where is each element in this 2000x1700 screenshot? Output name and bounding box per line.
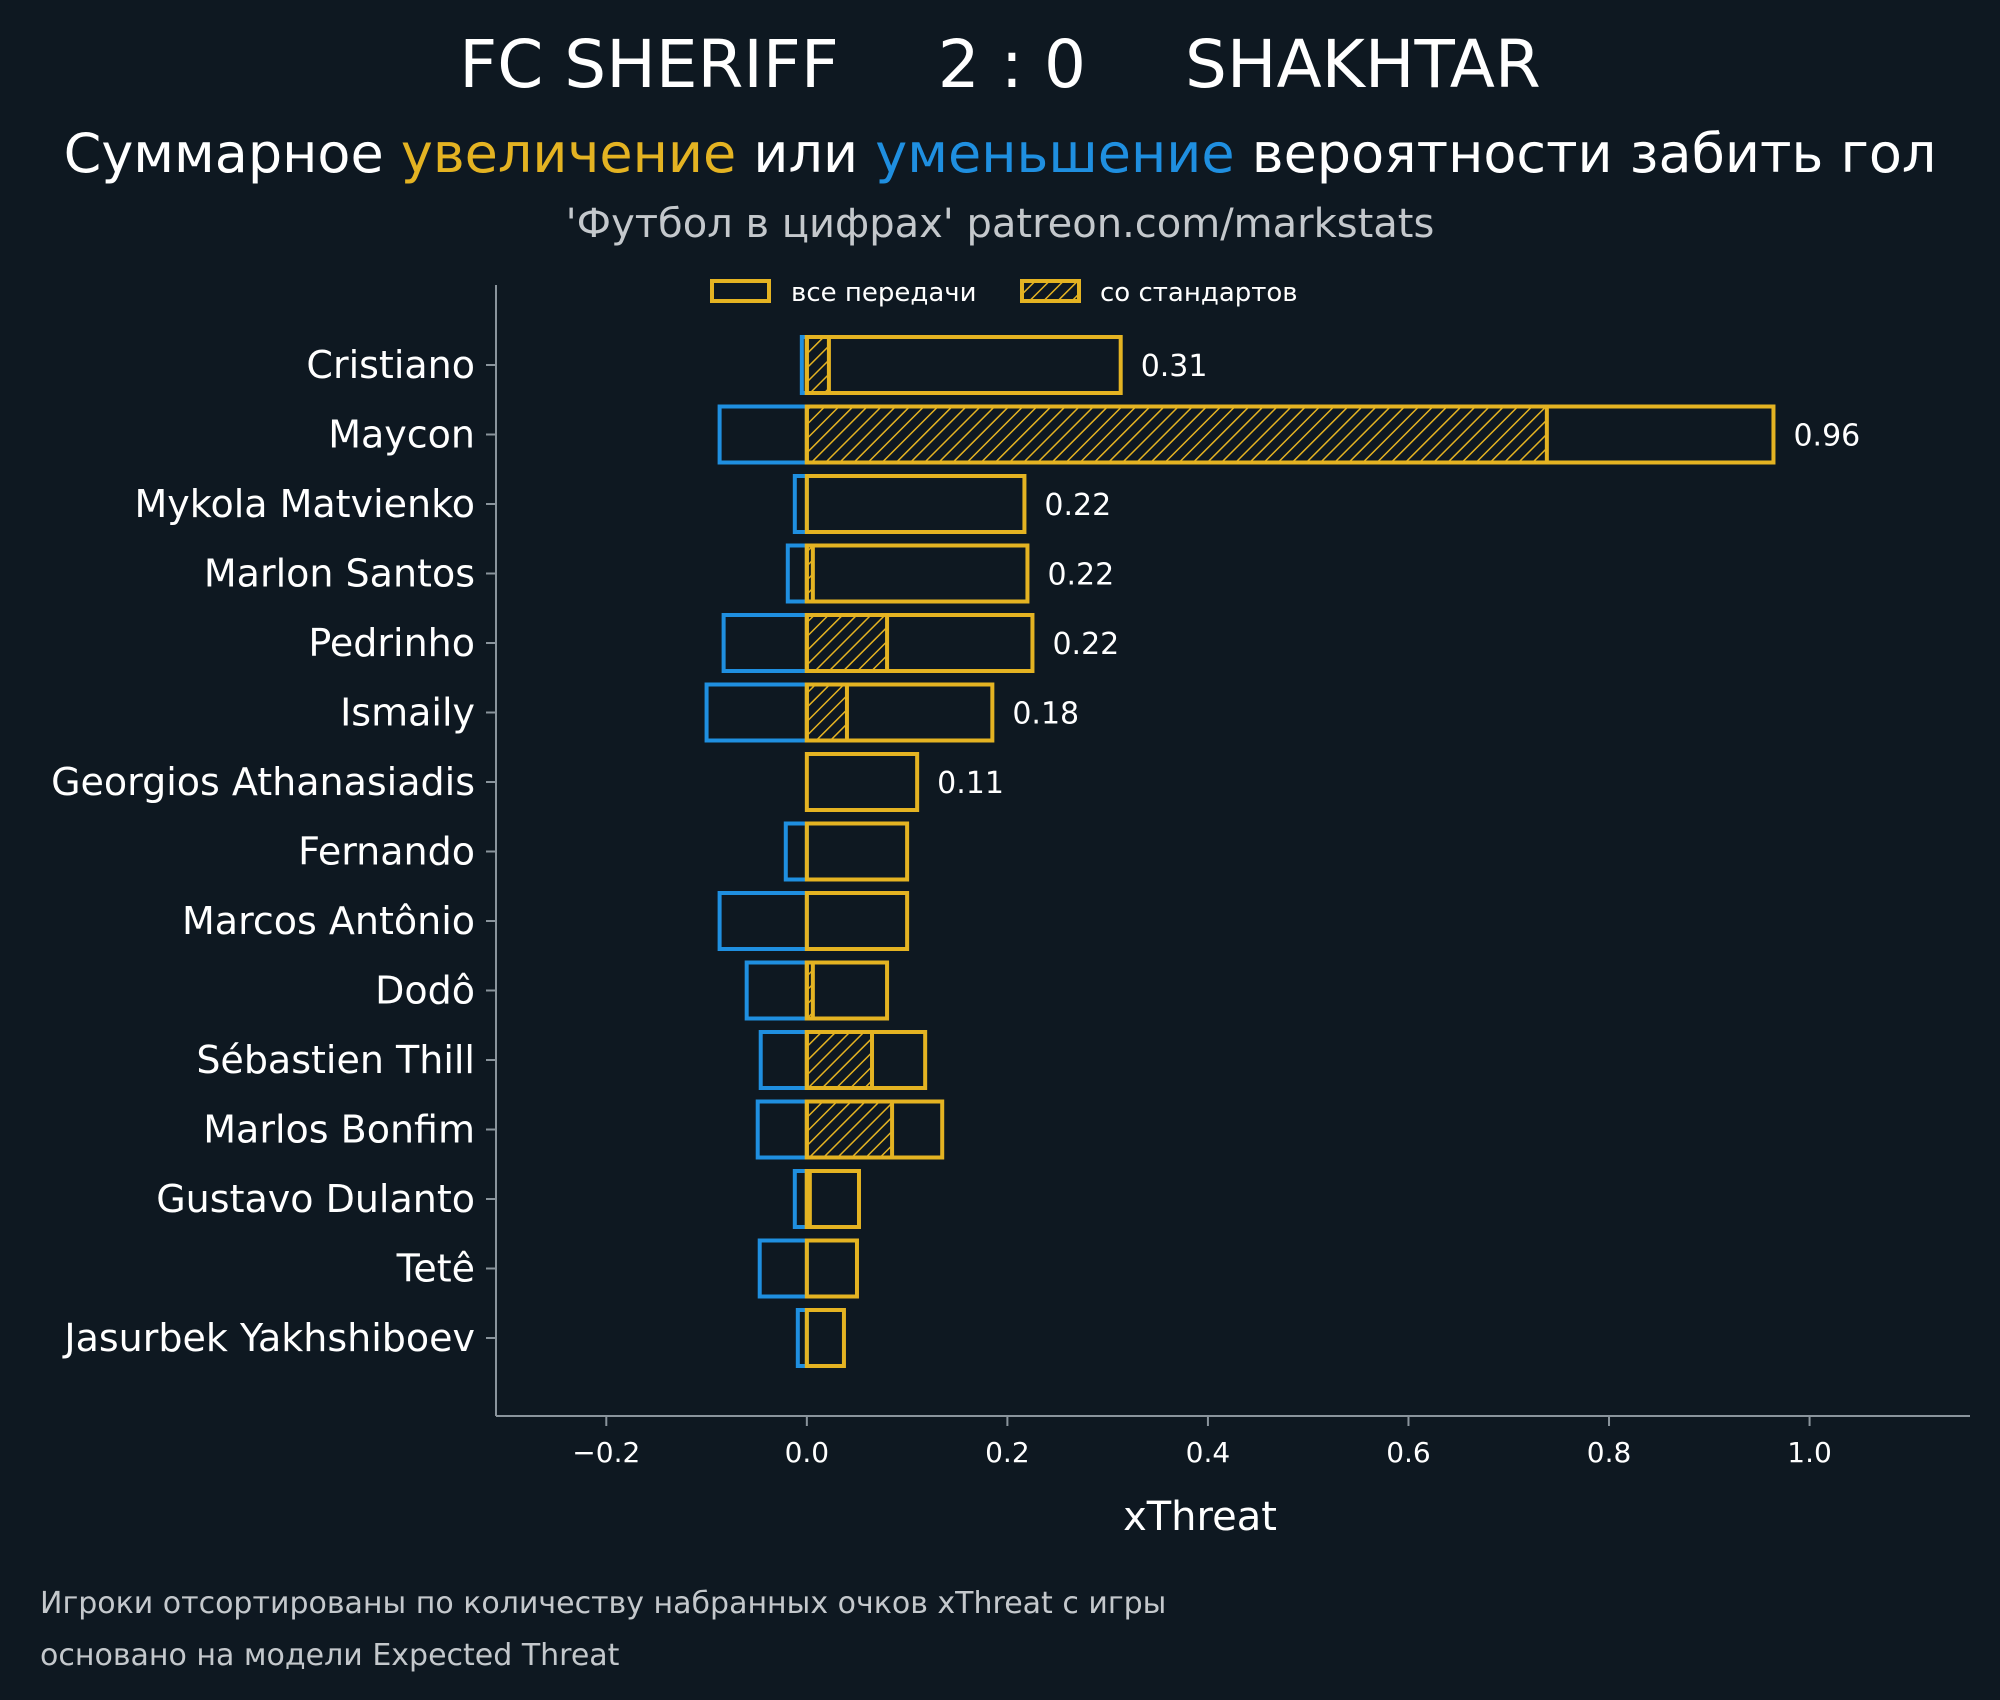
- match-title: FC SHERIFF 2 : 0 SHAKHTAR: [459, 26, 1540, 103]
- legend-label-all-passes: все передачи: [791, 278, 977, 308]
- player-label: Dodô: [375, 969, 475, 1013]
- credit-line: 'Футбол в цифрах' patreon.com/markstats: [566, 201, 1435, 247]
- bar-set-pieces: [804, 335, 831, 395]
- player-label: Marcos Antônio: [182, 899, 475, 943]
- value-label: 0.22: [1044, 488, 1111, 523]
- bar-decrease: [783, 821, 809, 882]
- x-tick-label: 1.0: [1787, 1436, 1832, 1469]
- player-label: Pedrinho: [308, 621, 475, 665]
- x-tick-label: 0.8: [1587, 1436, 1632, 1469]
- bar-increase: [804, 1169, 861, 1229]
- bar-set-pieces: [804, 613, 890, 673]
- bar-decrease: [717, 404, 809, 465]
- home-team: FC SHERIFF: [459, 26, 839, 103]
- bar-decrease: [757, 1238, 809, 1299]
- player-label: Gustavo Dulanto: [156, 1177, 475, 1221]
- player-label: Jasurbek Yakhshiboev: [62, 1316, 475, 1360]
- player-label: Tetê: [396, 1247, 475, 1291]
- bar-decrease: [744, 960, 809, 1021]
- value-label: 0.18: [1012, 697, 1079, 732]
- bar-set-pieces: [804, 404, 1549, 465]
- away-team: SHAKHTAR: [1185, 26, 1541, 103]
- bar-decrease: [704, 682, 809, 743]
- subtitle-decrease: уменьшение: [875, 122, 1234, 185]
- x-ticks: −0.2 0.0 0.2 0.4 0.6 0.8 1.0: [572, 1416, 1832, 1469]
- bar-increase: [804, 474, 1027, 534]
- x-tick-label: −0.2: [572, 1436, 640, 1469]
- bar-increase: [804, 1030, 928, 1090]
- bar-increase: [804, 543, 1030, 604]
- subtitle-increase: увеличение: [401, 122, 736, 185]
- bar-set-pieces: [804, 1099, 895, 1160]
- bar-increase: [804, 821, 910, 882]
- bar-increase: [804, 891, 910, 951]
- player-label: Fernando: [298, 830, 475, 874]
- player-label: Maycon: [328, 413, 475, 457]
- bars-group: [704, 335, 1776, 1368]
- value-label: 0.31: [1141, 349, 1208, 384]
- x-tick-label: 0.6: [1386, 1436, 1431, 1469]
- chart-subtitle: Суммарное увеличение или уменьшение веро…: [64, 122, 1937, 185]
- legend: все передачи со стандартов: [710, 278, 1298, 308]
- bar-increase: [804, 1238, 859, 1299]
- x-tick-label: 0.4: [1186, 1436, 1231, 1469]
- value-label: 0.11: [937, 766, 1004, 801]
- player-label: Georgios Athanasiadis: [51, 760, 475, 804]
- subtitle-part3: вероятности забить гол: [1235, 122, 1937, 185]
- bar-set-pieces: [804, 682, 849, 743]
- value-labels: 0.31 0.96 0.22 0.22 0.22 0.180.11: [937, 349, 1860, 801]
- bar-increase: [804, 752, 920, 812]
- bar-decrease: [785, 543, 809, 604]
- bar-increase: [804, 1099, 945, 1160]
- y-tick-labels: Cristiano Maycon Mykola Matvienko Marlon Sa…: [51, 343, 496, 1360]
- x-tick-label: 0.0: [785, 1436, 830, 1469]
- legend-swatch-all-passes: [710, 279, 771, 303]
- x-tick-label: 0.2: [985, 1436, 1030, 1469]
- match-score: 2 : 0: [938, 26, 1086, 103]
- value-label: 0.22: [1047, 558, 1114, 593]
- value-label: 0.22: [1052, 627, 1119, 662]
- bar-decrease: [717, 891, 809, 951]
- bar-increase: [804, 1308, 846, 1368]
- player-label: Cristiano: [306, 343, 475, 387]
- bar-increase: [804, 613, 1035, 673]
- bar-decrease: [721, 613, 809, 673]
- footnote-line1: Игроки отсортированы по количеству набра…: [40, 1586, 1166, 1621]
- footnote-line2: основано на модели Expected Threat: [40, 1638, 620, 1673]
- subtitle-part1: Суммарное: [64, 122, 401, 185]
- legend-label-set-pieces: со стандартов: [1100, 278, 1298, 308]
- x-axis-label: xThreat: [1123, 1494, 1277, 1540]
- value-label: 0.96: [1793, 419, 1860, 454]
- bar-set-pieces: [804, 1030, 875, 1090]
- player-label: Ismaily: [340, 691, 475, 735]
- player-label: Mykola Matvienko: [135, 482, 475, 526]
- player-label: Marlos Bonfim: [203, 1108, 475, 1152]
- bar-increase: [804, 960, 890, 1021]
- bar-decrease: [758, 1030, 809, 1090]
- player-label: Sébastien Thill: [196, 1038, 475, 1082]
- bar-increase: [804, 404, 1776, 465]
- subtitle-part2: или: [736, 122, 875, 185]
- bar-increase: [804, 335, 1123, 395]
- legend-swatch-set-pieces: [1020, 279, 1081, 303]
- bar-decrease: [755, 1099, 809, 1160]
- player-label: Marlon Santos: [204, 552, 475, 596]
- bar-increase: [804, 682, 995, 743]
